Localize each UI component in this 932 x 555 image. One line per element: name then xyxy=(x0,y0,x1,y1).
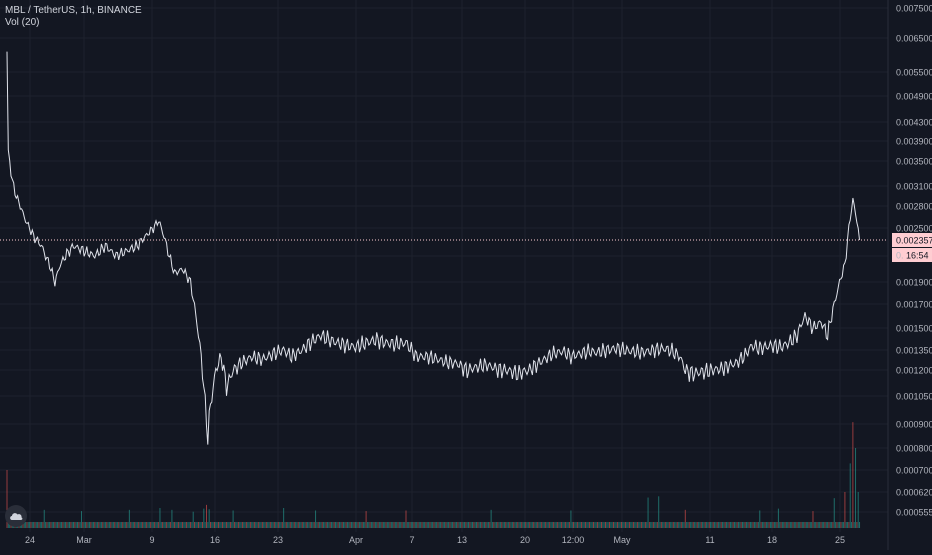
price-tick-label: 0.001350 xyxy=(896,346,932,356)
price-tick-label: 0.007500 xyxy=(896,4,932,14)
price-tick-label: 0.001050 xyxy=(896,392,932,402)
price-tick-label: 0.003100 xyxy=(896,182,932,192)
time-tick-label: 18 xyxy=(767,535,777,545)
price-tick-label: 0.006500 xyxy=(896,34,932,44)
time-tick-label: Apr xyxy=(349,535,363,545)
countdown-label: 16:54 xyxy=(906,251,929,261)
symbol-title[interactable]: MBL / TetherUS, 1h, BINANCE xyxy=(5,5,142,16)
last-price-badge xyxy=(892,233,932,247)
time-tick-label: 9 xyxy=(149,535,154,545)
price-tick-label: 0.001500 xyxy=(896,324,932,334)
price-tick-label: 0.000700 xyxy=(896,466,932,476)
price-tick-label: 0.001900 xyxy=(896,278,932,288)
time-tick-label: 25 xyxy=(835,535,845,545)
time-axis[interactable]: 24 Mar 9 16 23 Apr 7 13 20 12:00 May 11 18 25 xyxy=(25,535,845,545)
price-tick-label: 0.003900 xyxy=(896,137,932,147)
price-tick-label: 0.002500 xyxy=(896,224,932,234)
time-tick-label: 12:00 xyxy=(562,535,585,545)
time-tick-label: 13 xyxy=(457,535,467,545)
price-tick-label: 0.003500 xyxy=(896,157,932,167)
price-tick-label: 0.004300 xyxy=(896,118,932,128)
price-series xyxy=(6,51,860,445)
price-tick-label: 0.000555 xyxy=(896,508,932,518)
price-tick-label: 0.001700 xyxy=(896,300,932,310)
tradingview-logo-icon[interactable] xyxy=(5,505,27,527)
price-tick-label: 0.000620 xyxy=(896,488,932,498)
time-tick-label: Mar xyxy=(76,535,92,545)
price-tick-label: 0.000900 xyxy=(896,420,932,430)
time-tick-label: May xyxy=(613,535,631,545)
time-tick-label: 16 xyxy=(210,535,220,545)
last-price-line: 0.002357 0. 16:54 xyxy=(0,233,932,262)
price-tick-label: 0.005500 xyxy=(896,68,932,78)
cloud-icon xyxy=(10,513,23,520)
price-line xyxy=(6,51,860,445)
price-tick-label: 0.004900 xyxy=(896,92,932,102)
time-tick-label: 11 xyxy=(705,535,714,545)
price-tick-label: 0.000800 xyxy=(896,444,932,454)
volume-indicator-label[interactable]: Vol (20) xyxy=(5,17,40,28)
chart-legend: MBL / TetherUS, 1h, BINANCE Vol (20) xyxy=(5,5,142,29)
time-tick-label: 24 xyxy=(25,535,35,545)
time-tick-label: 20 xyxy=(520,535,530,545)
countdown-partial-label: 0. xyxy=(896,251,904,261)
volume-bars xyxy=(6,422,861,528)
countdown-badge xyxy=(892,248,932,262)
grid-lines xyxy=(0,0,888,532)
time-tick-label: 23 xyxy=(273,535,283,545)
price-axis[interactable]: 0.007500 0.006500 0.005500 0.004900 0.004300… xyxy=(887,0,932,550)
price-tick-label: 0.002800 xyxy=(896,202,932,212)
last-price-label: 0.002357 xyxy=(896,236,932,246)
time-tick-label: 7 xyxy=(409,535,414,545)
price-tick-label: 0.001200 xyxy=(896,366,932,376)
